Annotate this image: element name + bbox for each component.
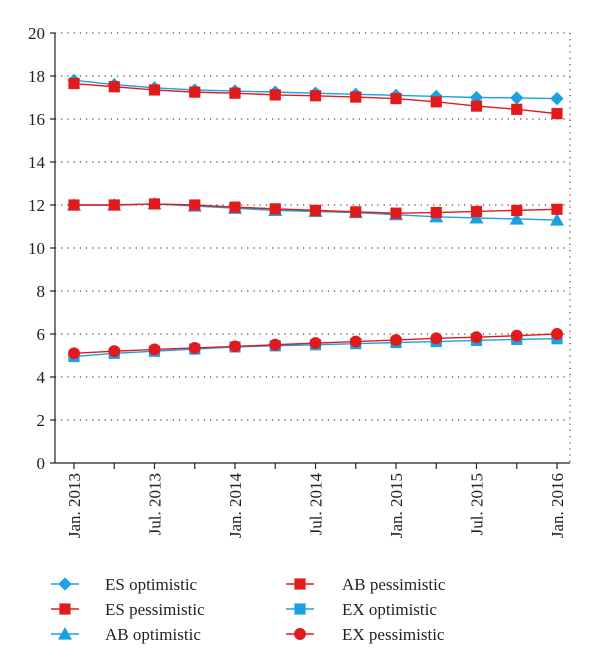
data-point xyxy=(309,90,322,102)
data-point xyxy=(269,203,281,215)
data-point xyxy=(148,84,161,96)
data-point xyxy=(229,87,241,99)
legend-marker xyxy=(58,627,72,640)
data-point xyxy=(511,204,523,216)
data-point xyxy=(470,100,483,112)
x-tick-label-6: Jul. 2014 xyxy=(307,473,326,536)
data-point xyxy=(229,340,241,353)
legend-marker xyxy=(59,603,71,615)
data-point xyxy=(148,343,161,356)
y-tick-label-16: 16 xyxy=(28,110,45,129)
legend-marker xyxy=(294,628,306,640)
y-tick-labels: 0 2 4 6 8 10 12 14 16 18 20 xyxy=(28,24,46,473)
data-point xyxy=(390,334,402,346)
data-point xyxy=(470,205,483,218)
data-point xyxy=(551,108,563,120)
data-point xyxy=(108,345,121,358)
data-point xyxy=(189,199,201,211)
data-point xyxy=(510,329,523,342)
legend-item-ex-pessimistic: EX pessimistic xyxy=(286,625,445,644)
data-point xyxy=(430,332,443,345)
data-point xyxy=(350,91,362,103)
data-point xyxy=(68,347,80,360)
y-tick-label-8: 8 xyxy=(37,282,46,301)
x-tick-label-2: Jul. 2013 xyxy=(146,473,165,535)
data-point xyxy=(551,203,563,215)
series-ex-pessimistic xyxy=(68,328,563,360)
data-point xyxy=(509,211,524,225)
y-tick-label-10: 10 xyxy=(28,239,45,258)
y-tick-label-0: 0 xyxy=(37,454,46,473)
data-point xyxy=(390,207,402,219)
data-point xyxy=(309,337,322,349)
legend-label: ES optimistic xyxy=(105,575,198,594)
data-point xyxy=(510,91,524,105)
data-point xyxy=(430,96,442,108)
y-tick-label-20: 20 xyxy=(28,24,45,43)
series-es-pessimistic xyxy=(68,77,563,120)
data-point xyxy=(550,91,564,106)
data-point xyxy=(269,89,281,101)
axes xyxy=(50,32,570,469)
x-tick-label-10: Jul. 2015 xyxy=(468,473,487,535)
data-point xyxy=(148,198,161,210)
data-point xyxy=(551,328,563,340)
y-tick-label-4: 4 xyxy=(37,368,46,387)
data-point xyxy=(470,331,483,344)
legend-item-ex-optimistic: EX optimistic xyxy=(286,600,437,619)
data-point xyxy=(108,81,120,93)
y-tick-label-6: 6 xyxy=(37,325,46,344)
data-point xyxy=(430,206,442,219)
y-tick-label-18: 18 xyxy=(28,67,45,86)
data-point xyxy=(390,92,402,105)
series-ab-pessimistic xyxy=(68,198,563,219)
y-tick-label-12: 12 xyxy=(28,196,45,215)
series-layer xyxy=(67,73,564,363)
data-point xyxy=(349,335,362,348)
legend-label: ES pessimistic xyxy=(105,600,205,619)
legend-item-es-optimistic: ES optimistic xyxy=(51,575,198,594)
data-point xyxy=(309,204,322,216)
legend-marker xyxy=(294,578,306,590)
legend-label: EX pessimistic xyxy=(342,625,445,644)
data-point xyxy=(188,342,201,354)
x-tick-label-4: Jan. 2014 xyxy=(226,473,245,539)
data-point xyxy=(269,338,282,351)
legend-item-es-pessimistic: ES pessimistic xyxy=(51,600,205,619)
data-point xyxy=(350,206,362,218)
data-point xyxy=(511,103,523,115)
legend-marker xyxy=(58,577,72,591)
legend: ES optimistic AB pessimistic ES pessimisti… xyxy=(51,575,446,644)
data-point xyxy=(68,77,80,90)
data-point xyxy=(469,210,484,224)
x-tick-labels: Jan. 2013 Jul. 2013 Jan. 2014 Jul. 2014 Jan.… xyxy=(65,473,567,539)
x-tick-label-0: Jan. 2013 xyxy=(65,473,84,538)
legend-label: AB optimistic xyxy=(105,625,201,644)
data-point xyxy=(229,201,241,213)
y-tick-label-2: 2 xyxy=(37,411,46,430)
legend-label: EX optimistic xyxy=(342,600,437,619)
legend-item-ab-optimistic: AB optimistic xyxy=(51,625,201,644)
x-tick-label-12: Jan. 2016 xyxy=(548,473,567,538)
legend-label: AB pessimistic xyxy=(342,575,446,594)
data-point xyxy=(550,213,564,226)
data-point xyxy=(108,199,120,211)
data-point xyxy=(189,86,201,98)
y-tick-label-14: 14 xyxy=(28,153,46,172)
data-point xyxy=(469,90,484,105)
legend-item-ab-pessimistic: AB pessimistic xyxy=(286,575,446,594)
x-tick-label-8: Jan. 2015 xyxy=(387,473,406,538)
data-point xyxy=(68,199,80,211)
legend-marker xyxy=(294,603,306,615)
